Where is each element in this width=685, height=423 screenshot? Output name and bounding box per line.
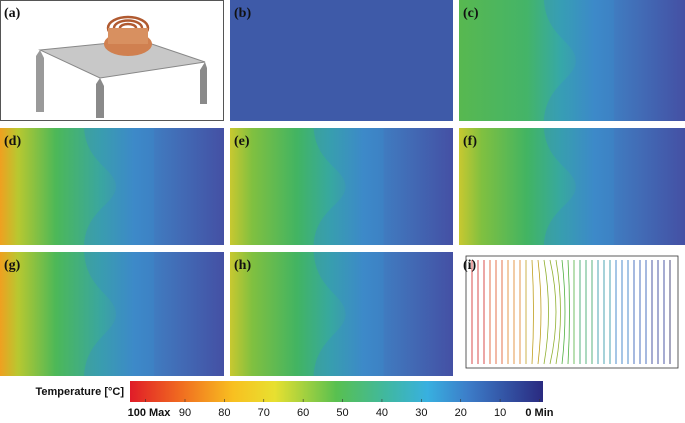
colorbar-title: Temperature [°C] xyxy=(35,386,124,398)
temperature-map xyxy=(0,128,224,245)
panel-label: (d) xyxy=(4,134,21,149)
panel-label: (e) xyxy=(234,134,250,149)
plate-leg xyxy=(96,78,104,118)
plot-frame xyxy=(465,255,679,369)
colorbar-tick-label: 40 xyxy=(376,407,388,419)
temperature-map xyxy=(230,252,453,376)
contour-line xyxy=(537,259,542,365)
plate-leg xyxy=(36,50,44,112)
colorbar-tick-label: 70 xyxy=(258,407,270,419)
contour-line xyxy=(543,259,549,365)
contour-line xyxy=(567,259,570,365)
maps xyxy=(0,0,685,376)
colorbar-tick-label: 60 xyxy=(297,407,309,419)
coil-body xyxy=(108,28,148,44)
contour-line xyxy=(549,259,557,365)
cold-bulge xyxy=(543,128,614,245)
panel-frame xyxy=(459,252,685,376)
contour-line xyxy=(555,259,561,365)
colorbar-tick-label: 80 xyxy=(218,407,230,419)
colorbar-tick-label: 20 xyxy=(455,407,467,419)
cold-bulge xyxy=(313,252,384,376)
panel-label: (a) xyxy=(4,6,21,21)
cold-bulge xyxy=(313,128,384,245)
temperature-map xyxy=(459,0,685,121)
panel-b xyxy=(230,0,453,121)
contour-line xyxy=(531,259,534,365)
panel-label: (c) xyxy=(463,6,479,21)
colorbar-tick-label: 90 xyxy=(179,407,191,419)
cold-bulge xyxy=(84,252,155,376)
contour-line xyxy=(561,259,566,365)
panel-i xyxy=(459,252,685,376)
temperature-map xyxy=(0,252,224,376)
colorbar-tick-label: 50 xyxy=(336,407,348,419)
panel-label: (h) xyxy=(234,258,251,273)
colorbar-tick-label: 100 Max xyxy=(128,407,172,419)
temperature-map xyxy=(230,128,453,245)
cold-bulge xyxy=(543,0,614,121)
panel-label: (i) xyxy=(463,258,477,273)
colorbar xyxy=(130,381,543,402)
colorbar-tick-label: 30 xyxy=(415,407,427,419)
colorbar-tick-label: 0 Min xyxy=(525,407,553,419)
cold-bulge xyxy=(84,128,155,245)
temperature-map xyxy=(459,128,685,245)
panel-label: (b) xyxy=(234,6,251,21)
colorbar-tick-label: 10 xyxy=(494,407,506,419)
panel-label: (f) xyxy=(463,134,477,149)
panel-a xyxy=(0,0,224,121)
panel-label: (g) xyxy=(4,258,21,273)
plate-leg xyxy=(200,62,207,104)
